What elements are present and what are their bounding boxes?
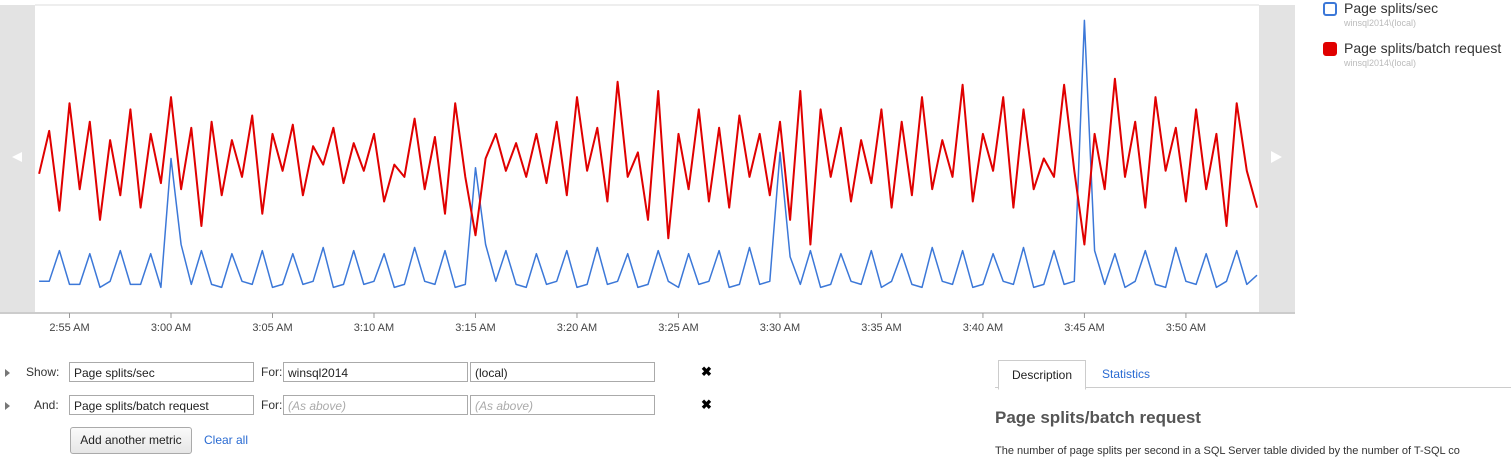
x-tick-label: 3:40 AM: [963, 322, 1003, 334]
legend-checkbox[interactable]: [1323, 2, 1337, 16]
for-label: For:: [261, 398, 283, 412]
x-tick-label: 3:15 AM: [455, 322, 495, 334]
x-tick-label: 3:05 AM: [252, 322, 292, 334]
x-tick-label: 3:00 AM: [151, 322, 191, 334]
legend-label: Page splits/sec: [1344, 0, 1438, 16]
remove[interactable]: ✖: [701, 364, 712, 379]
legend-label: Page splits/batch request: [1344, 40, 1501, 56]
instance-input[interactable]: (local): [470, 362, 655, 382]
expand[interactable]: [5, 369, 10, 377]
expand[interactable]: [5, 402, 10, 410]
tab-rule: [995, 387, 1511, 388]
panel-text: The number of page splits per second in …: [995, 445, 1460, 457]
legend-sublabel: winsql2014\(local): [1343, 58, 1416, 68]
tab[interactable]: Statistics: [1102, 367, 1151, 381]
server-input[interactable]: (As above): [283, 395, 468, 415]
legend-checkbox[interactable]: [1323, 42, 1337, 56]
legend-sublabel: winsql2014\(local): [1343, 18, 1416, 28]
instance-input[interactable]: (As above): [470, 395, 655, 415]
clear-all-link[interactable]: Clear all: [204, 433, 249, 447]
x-tick-label: 3:10 AM: [354, 322, 394, 334]
add-metric-button[interactable]: Add another metric: [70, 427, 192, 454]
metric-input[interactable]: Page splits/sec: [69, 362, 254, 382]
series-line: [39, 19, 1258, 289]
x-tick-label: 3:50 AM: [1166, 322, 1206, 334]
x-tick-label: 2:55 AM: [49, 322, 89, 334]
metric-input[interactable]: Page splits/batch request: [69, 395, 254, 415]
x-tick-label: 3:30 AM: [760, 322, 800, 334]
x-tick-label: 3:45 AM: [1064, 322, 1104, 334]
x-tick-label: 3:20 AM: [557, 322, 597, 334]
right-arrow[interactable]: [1271, 151, 1282, 163]
row-label: Show:: [26, 365, 60, 379]
x-tick-label: 3:35 AM: [861, 322, 901, 334]
left-arrow[interactable]: [12, 152, 22, 162]
chart: 2:55 AM 3:00 AM 3:05 AM 3:10 AM 3:15 AM 3:20 …: [0, 0, 1501, 334]
x-tick-label: 3:25 AM: [658, 322, 698, 334]
row-label: And:: [34, 398, 59, 412]
series-line: [38, 77, 1258, 246]
remove[interactable]: ✖: [701, 397, 712, 412]
for-label: For:: [261, 365, 283, 379]
server-input[interactable]: winsql2014: [283, 362, 468, 382]
panel-heading: Page splits/batch request: [995, 408, 1201, 427]
tab[interactable]: Description: [998, 360, 1086, 390]
